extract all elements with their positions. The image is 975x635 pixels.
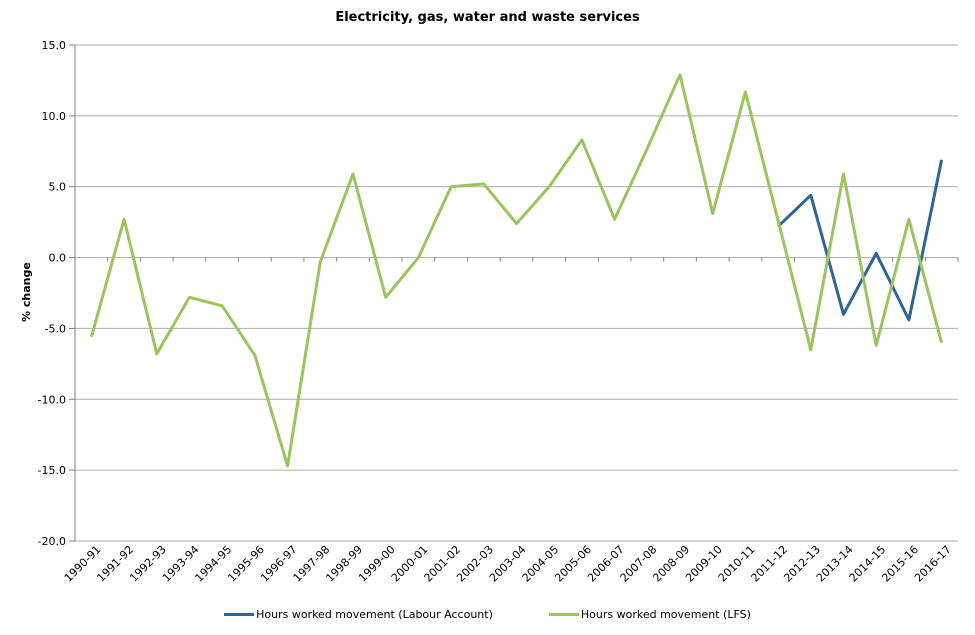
series-line-labour-account — [777, 159, 944, 322]
y-tick-label: 15.0 — [42, 39, 67, 52]
y-axis-tick-labels: 15.0 10.0 5.0 0.0 -5.0 -10.0 -15.0 -20.0 — [38, 39, 66, 548]
lfs-line-swatch-icon — [548, 613, 579, 616]
y-tick-label: 0.0 — [49, 252, 67, 265]
y-tick-label: 10.0 — [42, 110, 67, 123]
y-tick-label: -5.0 — [45, 322, 66, 335]
series-line-lfs — [89, 73, 944, 468]
legend-label-lfs: Hours worked movement (LFS) — [580, 608, 751, 621]
legend: Hours worked movement (Labour Account) H… — [0, 608, 975, 621]
legend-item-lfs: Hours worked movement (LFS) — [548, 608, 751, 621]
x-axis-tick-labels: 1990-911991-921992-931993-941994-951995-… — [62, 543, 954, 585]
y-tick-label: 5.0 — [49, 181, 67, 194]
labour-account-line-swatch-icon — [224, 613, 255, 616]
y-tick-label: -20.0 — [38, 535, 66, 548]
y-tick-label: -10.0 — [38, 393, 66, 406]
x-tick-label: 2016-17 — [912, 543, 954, 585]
chart-title: Electricity, gas, water and waste servic… — [335, 10, 640, 25]
legend-label-labour-account: Hours worked movement (Labour Account) — [256, 608, 493, 621]
y-tick-label: -15.0 — [38, 464, 66, 477]
axes — [69, 44, 959, 542]
legend-item-labour-account: Hours worked movement (Labour Account) — [224, 608, 493, 621]
gridlines — [75, 44, 958, 542]
